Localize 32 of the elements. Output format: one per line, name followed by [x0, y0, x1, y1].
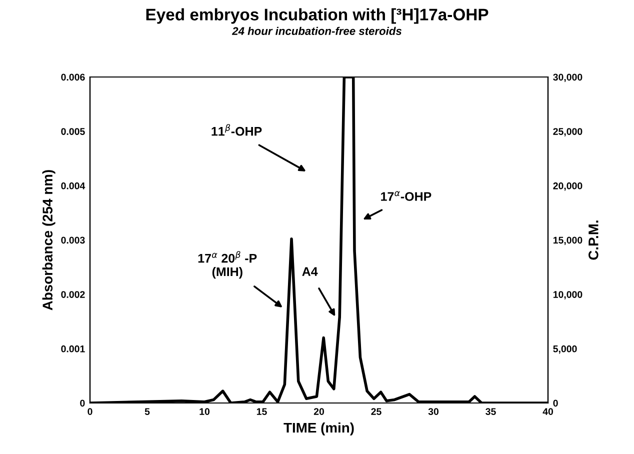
y-axis-title: Absorbance (254 nm)	[42, 170, 56, 310]
x-tick-label: 40	[542, 408, 554, 415]
x-tick-label: 20	[314, 408, 324, 415]
x-tick-label: 10	[200, 408, 210, 415]
y-tick-label: 0.005	[61, 128, 85, 135]
x-tick-label: 0	[88, 408, 92, 415]
x-axis-title: TIME (min)	[284, 422, 354, 436]
annotation: 17$^{α}$-OHP	[381, 191, 432, 201]
chart-subtitle: 24 hour incubation-free steroids	[232, 26, 402, 35]
y-tick-label: 0.001	[61, 345, 85, 352]
x-tick-label: 5	[144, 408, 150, 415]
chart-title: Eyed embryos Incubation with [³H]17a-OHP	[146, 8, 488, 24]
y2-tick-label: 30,000	[553, 74, 582, 82]
x-tick-label: 30	[428, 408, 439, 416]
y2-tick-label: 20,000	[553, 182, 582, 191]
annotation: A4	[302, 267, 318, 276]
y-tick-label: 0.002	[61, 291, 85, 298]
annotation: 17$^{α}$ 20$^{β}$ -P (MIH)	[198, 251, 257, 279]
y2-tick-label: 10,000	[553, 291, 582, 300]
y-tick-label: 0	[80, 400, 85, 407]
y-tick-label: 0.004	[61, 182, 86, 190]
x-tick-label: 35	[486, 408, 496, 416]
annotation: 11$^{β}$-OHP	[212, 124, 262, 136]
y2-tick-label: 0	[553, 400, 558, 407]
x-tick-label: 15	[256, 408, 267, 415]
y2-tick-label: 15,000	[553, 236, 582, 246]
y-tick-label: 0.006	[61, 74, 85, 81]
x-tick-label: 25	[371, 408, 382, 415]
y2-tick-label: 5,000	[553, 345, 577, 354]
y2-tick-label: 25,000	[553, 128, 582, 136]
y2-axis-title: C.P.M.	[588, 220, 598, 260]
y-tick-label: 0.003	[61, 236, 85, 244]
